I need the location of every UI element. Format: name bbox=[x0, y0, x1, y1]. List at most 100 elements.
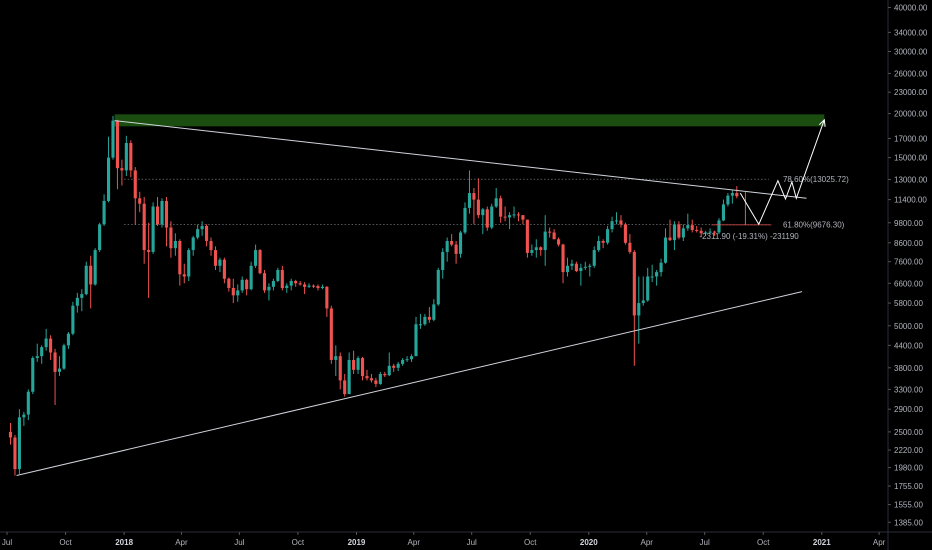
candle-down bbox=[699, 230, 703, 234]
y-tick-label: 40000.00 bbox=[894, 3, 928, 12]
y-tick-label: 8600.00 bbox=[894, 239, 923, 248]
candles-layer bbox=[8, 115, 739, 476]
fib-levels-layer: 78.60%(13025.72) 61.80%(9676.30) bbox=[124, 175, 849, 230]
candle-down bbox=[89, 265, 93, 285]
candle-up bbox=[236, 290, 240, 296]
y-tick-label: 5000.00 bbox=[894, 322, 923, 331]
candle-down bbox=[311, 285, 316, 287]
candle-down bbox=[476, 199, 480, 216]
candle-down bbox=[129, 143, 133, 171]
candle-down bbox=[561, 244, 565, 273]
candle-down bbox=[262, 273, 267, 291]
y-axis[interactable]: 40000.00 34000.00 30000.00 26000.00 23000.00… bbox=[887, 0, 928, 550]
candle-up bbox=[40, 347, 44, 357]
x-tick-label: Apr bbox=[408, 538, 421, 547]
candle-up bbox=[356, 358, 360, 370]
candle-down bbox=[619, 220, 623, 225]
candle-up bbox=[614, 220, 619, 222]
candle-up bbox=[75, 297, 79, 306]
x-tick-label: Apr bbox=[175, 538, 188, 547]
candle-down bbox=[169, 227, 173, 249]
candle-down bbox=[325, 286, 329, 309]
x-axis[interactable]: Jul Oct 2018 Apr Jul Oct 2019 Apr Jul Oct 2020 Apr J… bbox=[0, 531, 932, 547]
candle-up bbox=[686, 225, 690, 229]
candle-up bbox=[307, 285, 311, 287]
candle-down bbox=[294, 280, 298, 284]
candle-down bbox=[539, 247, 543, 251]
candle-up bbox=[160, 200, 164, 225]
candle-up bbox=[646, 276, 650, 301]
candle-down bbox=[383, 373, 387, 376]
candle-up bbox=[405, 359, 409, 361]
candle-up bbox=[650, 276, 654, 278]
y-tick-label: 9800.00 bbox=[894, 219, 923, 228]
x-tick-label: 2019 bbox=[348, 538, 366, 547]
candle-down bbox=[142, 203, 146, 251]
candle-up bbox=[93, 250, 97, 285]
candle-up bbox=[704, 232, 708, 234]
y-tick-label: 1980.00 bbox=[894, 464, 923, 473]
candle-down bbox=[628, 242, 632, 252]
candle-down bbox=[258, 250, 262, 274]
candle-up bbox=[579, 267, 583, 272]
candle-up bbox=[240, 279, 244, 291]
candle-down bbox=[427, 316, 431, 320]
candle-up bbox=[708, 231, 712, 233]
candle-up bbox=[320, 286, 324, 289]
y-tick-label: 11400.00 bbox=[894, 196, 927, 205]
y-tick-label: 3300.00 bbox=[894, 385, 923, 394]
candle-up bbox=[721, 204, 726, 221]
candle-down bbox=[231, 288, 235, 296]
x-tick-label: Oct bbox=[757, 538, 770, 547]
candle-up bbox=[409, 356, 414, 360]
candle-down bbox=[222, 259, 226, 279]
candle-up bbox=[512, 214, 516, 216]
candle-up bbox=[124, 143, 128, 171]
candle-up bbox=[334, 356, 338, 360]
candle-down bbox=[712, 231, 717, 233]
candle-down bbox=[147, 250, 151, 252]
candle-down bbox=[690, 225, 694, 230]
candle-down bbox=[205, 225, 209, 242]
candle-up bbox=[543, 231, 547, 251]
candle-up bbox=[641, 300, 645, 304]
x-tick-label: 2021 bbox=[813, 538, 831, 547]
candle-down bbox=[329, 308, 333, 360]
candle-down bbox=[548, 231, 552, 233]
y-tick-label: 2900.00 bbox=[894, 405, 923, 414]
y-tick-label: 23000.00 bbox=[894, 88, 928, 97]
candle-down bbox=[369, 378, 373, 381]
x-tick-label: Oct bbox=[59, 538, 72, 547]
candle-up bbox=[218, 259, 222, 266]
y-tick-label: 2500.00 bbox=[894, 428, 923, 437]
candle-up bbox=[436, 269, 440, 305]
candle-down bbox=[316, 286, 320, 289]
fib-level-label: 78.60%(13025.72) bbox=[783, 175, 849, 184]
y-tick-label: 7600.00 bbox=[894, 258, 923, 267]
candle-up bbox=[106, 157, 111, 201]
x-tick-label: 2020 bbox=[580, 538, 598, 547]
candle-up bbox=[17, 417, 21, 470]
candle-down bbox=[454, 244, 458, 254]
candle-up bbox=[467, 193, 472, 208]
candle-down bbox=[115, 120, 120, 169]
candle-up bbox=[35, 356, 39, 359]
candle-down bbox=[227, 278, 231, 289]
candle-up bbox=[267, 286, 271, 291]
y-tick-label: 1385.00 bbox=[894, 518, 923, 527]
x-tick-label: Jul bbox=[467, 538, 477, 547]
descending-resistance-trendline bbox=[114, 120, 807, 199]
candle-down bbox=[503, 216, 507, 218]
candle-up bbox=[592, 250, 596, 266]
candle-up bbox=[432, 304, 436, 320]
candle-up bbox=[151, 206, 155, 252]
candle-up bbox=[187, 250, 191, 277]
candle-up bbox=[445, 241, 449, 252]
x-tick-label: Jul bbox=[234, 538, 244, 547]
candle-down bbox=[182, 274, 186, 277]
fib-level-label: 61.80%(9676.30) bbox=[783, 221, 845, 230]
candle-down bbox=[574, 263, 578, 272]
candle-up bbox=[66, 333, 70, 346]
y-tick-label: 4400.00 bbox=[894, 341, 923, 350]
